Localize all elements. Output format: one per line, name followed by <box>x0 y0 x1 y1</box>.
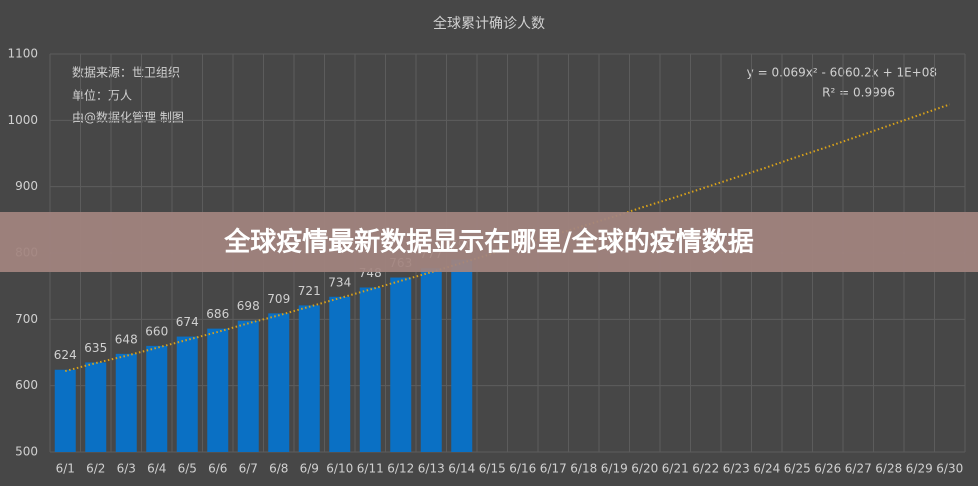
x-tick-label: 6/20 <box>631 462 658 476</box>
x-tick-label: 6/17 <box>540 462 567 476</box>
data-label: 686 <box>206 307 229 321</box>
y-tick-label: 500 <box>15 445 38 459</box>
x-tick-label: 6/28 <box>875 462 902 476</box>
x-tick-label: 6/15 <box>479 462 506 476</box>
data-label: 624 <box>54 348 77 362</box>
x-tick-label: 6/23 <box>723 462 750 476</box>
x-tick-label: 6/2 <box>86 462 105 476</box>
bar <box>237 320 259 452</box>
banner-text: 全球疫情最新数据显示在哪里/全球的疫情数据 <box>223 227 754 258</box>
annotation: 数据来源：世卫组织 <box>72 65 180 80</box>
data-label: 709 <box>267 292 290 306</box>
y-tick-label: 1100 <box>7 47 38 61</box>
x-tick-label: 6/3 <box>117 462 136 476</box>
x-tick-label: 6/29 <box>906 462 933 476</box>
x-tick-label: 6/10 <box>326 462 353 476</box>
x-tick-label: 6/14 <box>448 462 475 476</box>
bar <box>390 277 412 452</box>
bar <box>420 268 442 452</box>
data-label: 660 <box>145 324 168 338</box>
chart-title: 全球累计确诊人数 <box>433 15 545 32</box>
x-tick-label: 6/5 <box>178 462 197 476</box>
banner <box>0 212 978 272</box>
y-tick-label: 900 <box>15 179 38 193</box>
x-tick-label: 6/12 <box>387 462 414 476</box>
x-tick-label: 6/16 <box>509 462 536 476</box>
x-tick-label: 6/7 <box>239 462 258 476</box>
x-tick-label: 6/13 <box>418 462 445 476</box>
bar <box>268 313 290 452</box>
x-tick-label: 6/19 <box>601 462 628 476</box>
bar <box>451 259 473 452</box>
x-tick-label: 6/21 <box>662 462 689 476</box>
x-tick-label: 6/8 <box>269 462 288 476</box>
x-tick-label: 6/1 <box>56 462 75 476</box>
bar <box>298 305 320 452</box>
x-tick-label: 6/30 <box>936 462 963 476</box>
trend-r-squared: R² = 0.9996 <box>822 86 895 100</box>
trend-equation: y = 0.069x² - 6060.2x + 1E+08 <box>747 66 937 80</box>
data-label: 698 <box>237 299 260 313</box>
bar <box>359 287 381 452</box>
data-label: 721 <box>298 284 321 298</box>
bar <box>329 296 351 452</box>
y-tick-label: 600 <box>15 378 38 392</box>
bar <box>176 336 198 452</box>
x-tick-label: 6/18 <box>570 462 597 476</box>
x-tick-label: 6/11 <box>357 462 384 476</box>
bar <box>146 345 168 452</box>
data-label: 648 <box>115 332 138 346</box>
data-label: 635 <box>84 341 107 355</box>
bar <box>115 353 137 452</box>
annotation: 单位：万人 <box>72 88 132 103</box>
data-label: 674 <box>176 315 199 329</box>
y-tick-label: 1000 <box>7 113 38 127</box>
data-label: 734 <box>328 275 351 289</box>
x-tick-label: 6/26 <box>814 462 841 476</box>
bar <box>207 328 229 452</box>
x-tick-label: 6/9 <box>300 462 319 476</box>
y-tick-label: 700 <box>15 312 38 326</box>
bar <box>54 369 76 452</box>
x-tick-label: 6/25 <box>784 462 811 476</box>
bar <box>85 362 107 452</box>
x-tick-label: 6/22 <box>692 462 719 476</box>
trendline <box>64 103 951 373</box>
x-tick-label: 6/24 <box>753 462 780 476</box>
x-tick-label: 6/6 <box>208 462 227 476</box>
x-tick-label: 6/4 <box>147 462 166 476</box>
x-tick-label: 6/27 <box>845 462 872 476</box>
annotation: 由@数据化管理 制图 <box>72 110 184 125</box>
